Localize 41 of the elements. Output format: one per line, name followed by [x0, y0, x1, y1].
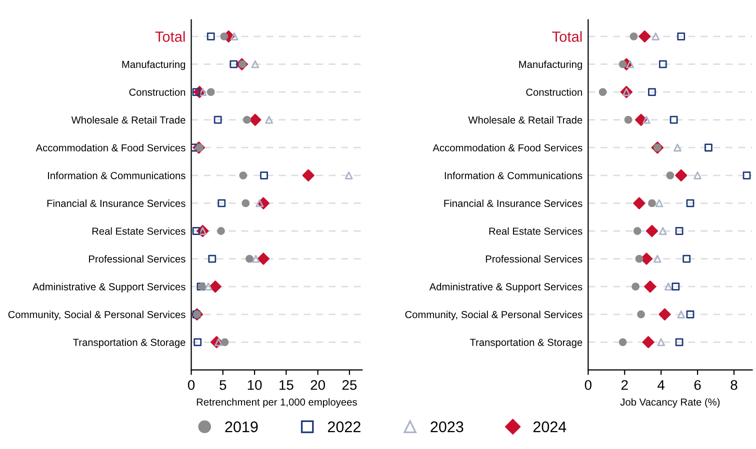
- y-tick-label: Administrative & Support Services: [429, 282, 582, 292]
- y-tick-label: Construction: [129, 88, 186, 96]
- y-tick-label: Wholesale & Retail Trade: [468, 116, 582, 124]
- legend-label: 2023: [430, 421, 464, 432]
- y-tick-label: Wholesale & Retail Trade: [71, 116, 186, 124]
- x-tick-label: 10: [248, 380, 262, 390]
- x-tick-label: 4: [658, 380, 665, 390]
- y-tick-label: Real Estate Services: [92, 227, 186, 235]
- y-tick-label: Real Estate Services: [489, 227, 582, 235]
- x-tick-label: 0: [188, 380, 195, 390]
- y-tick-label: Accommodation & Food Services: [432, 144, 582, 152]
- x-tick-label: 0: [584, 380, 592, 390]
- y-tick-label: Transportation & Storage: [470, 338, 582, 348]
- y-tick-label: Financial & Insurance Services: [47, 200, 186, 207]
- x-tick-label: 6: [694, 380, 701, 390]
- legend-label: 2019: [225, 421, 258, 432]
- y-tick-label: Accommodation & Food Services: [36, 144, 186, 152]
- y-tick-label: Professional Services: [89, 255, 186, 263]
- y-tick-label: Total: [552, 31, 582, 42]
- y-tick-label: Total: [155, 31, 185, 42]
- legend-label: 2024: [533, 421, 566, 432]
- legend-label: 2022: [328, 421, 360, 432]
- y-tick-label: Information & Communications: [48, 172, 186, 180]
- x-tick-label: 2: [621, 380, 628, 390]
- y-tick-label: Financial & Insurance Services: [444, 200, 582, 207]
- y-tick-label: Community, Social & Personal Services: [8, 310, 186, 320]
- y-tick-label: Community, Social & Personal Services: [405, 310, 582, 320]
- x-tick-label: 25: [342, 380, 357, 390]
- x-axis-title: Retrenchment per 1,000 employees: [196, 398, 357, 408]
- y-tick-label: Manufacturing: [122, 60, 186, 70]
- y-tick-label: Transportation & Storage: [73, 338, 186, 348]
- y-tick-label: Information & Communications: [444, 172, 582, 180]
- x-tick-label: 8: [730, 380, 738, 390]
- x-axis-title: Job Vacancy Rate (%): [620, 398, 720, 408]
- y-tick-label: Construction: [526, 88, 582, 96]
- y-tick-label: Administrative & Support Services: [32, 282, 186, 292]
- y-tick-label: Professional Services: [486, 255, 582, 263]
- y-tick-label: Manufacturing: [519, 60, 582, 70]
- x-tick-label: 5: [220, 380, 226, 390]
- x-tick-label: 20: [310, 380, 326, 390]
- x-tick-label: 15: [280, 380, 294, 390]
